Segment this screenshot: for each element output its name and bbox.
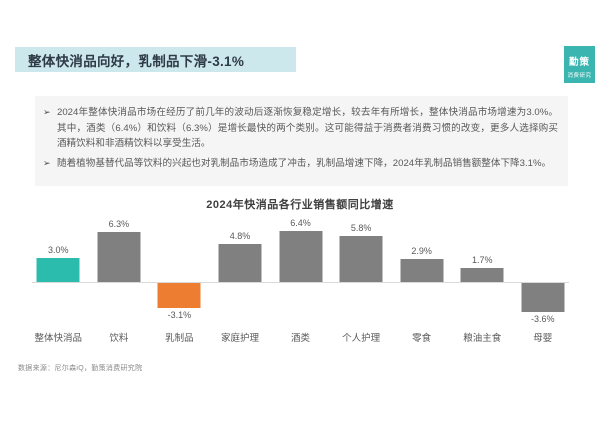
bullet-text: 随着植物基替代品等饮料的兴起也对乳制品市场造成了冲击，乳制品增速下降，2024年… [57,157,552,169]
bar-column: -3.6% [513,212,574,330]
arrow-bullet-icon: ➢ [43,157,51,168]
chart-title: 2024年快消品各行业销售额同比增速 [206,199,394,211]
bar-column: 3.0% [28,212,89,330]
bar-整体快消品 [36,258,80,282]
chart-category-labels: 整体快消品 饮料 乳制品 家庭护理 酒类 个人护理 零食 粮油主食 母婴 [28,330,573,344]
bar-value-label: -3.6% [531,313,555,324]
bar-value-label: 2.9% [411,245,432,256]
bar-饮料 [97,231,141,282]
bar-个人护理 [339,235,383,282]
bar-column: 5.8% [331,212,392,330]
bar-value-label: 5.8% [350,222,372,233]
category-label: 家庭护理 [220,333,259,344]
category-label: 乳制品 [165,333,194,344]
bar-酒类 [279,230,323,282]
chart-canvas: 3.0% 6.3% -3.1% 4.8% 6.4% 5.8% 2.9% 1.7% -3.6% [28,212,573,330]
category-label: 零食 [412,333,432,344]
bar-column: 6.4% [270,212,331,330]
data-source-note: 数据来源：尼尔森iQ，勤策消费研究院 [18,365,143,372]
bullet-item: ➢ 2024年整体快消品市场在经历了前几年的波动后逐渐恢复稳定增长，较去年有所增… [43,105,558,152]
page-title: 整体快消品向好，乳制品下滑-3.1% [28,53,245,69]
commentary-box: ➢ 2024年整体快消品市场在经历了前几年的波动后逐渐恢复稳定增长，较去年有所增… [35,96,568,186]
bullet-item: ➢ 随着植物基替代品等饮料的兴起也对乳制品市场造成了冲击，乳制品增速下降，202… [43,156,558,172]
title-banner: 整体快消品向好，乳制品下滑-3.1% [15,47,296,72]
bar-母婴 [521,283,565,312]
category-label: 母婴 [533,333,553,344]
bar-column: 2.9% [391,212,452,330]
bar-column: 1.7% [452,212,513,330]
bar-value-label: 1.7% [471,255,493,266]
category-label: 饮料 [109,333,129,344]
bullet-text: 2024年整体快消品市场在经历了前几年的波动后逐渐恢复稳定增长，较去年有所增长，… [57,107,558,149]
bar-value-label: 6.3% [108,218,130,229]
bar-零食 [400,258,444,282]
brand-logo: 勤策 消费研究 [564,46,595,83]
bar-column: -3.1% [149,212,210,330]
bar-column: 4.8% [210,212,271,330]
brand-logo-name: 勤策 [568,57,590,68]
bar-value-label: -3.1% [167,309,192,320]
bar-column: 6.3% [89,212,150,330]
category-label: 酒类 [291,333,311,344]
category-label: 个人护理 [342,333,381,344]
bar-粮油主食 [460,268,504,282]
category-label: 整体快消品 [34,333,83,344]
bar-value-label: 4.8% [229,230,251,241]
category-label: 粮油主食 [463,333,502,344]
bar-value-label: 6.4% [290,217,311,228]
zero-axis-line [32,282,569,283]
bar-乳制品 [157,283,201,308]
bar-家庭护理 [218,243,262,282]
bar-value-label: 3.0% [48,245,69,255]
arrow-bullet-icon: ➢ [43,107,51,117]
brand-logo-subtitle: 消费研究 [567,73,592,79]
